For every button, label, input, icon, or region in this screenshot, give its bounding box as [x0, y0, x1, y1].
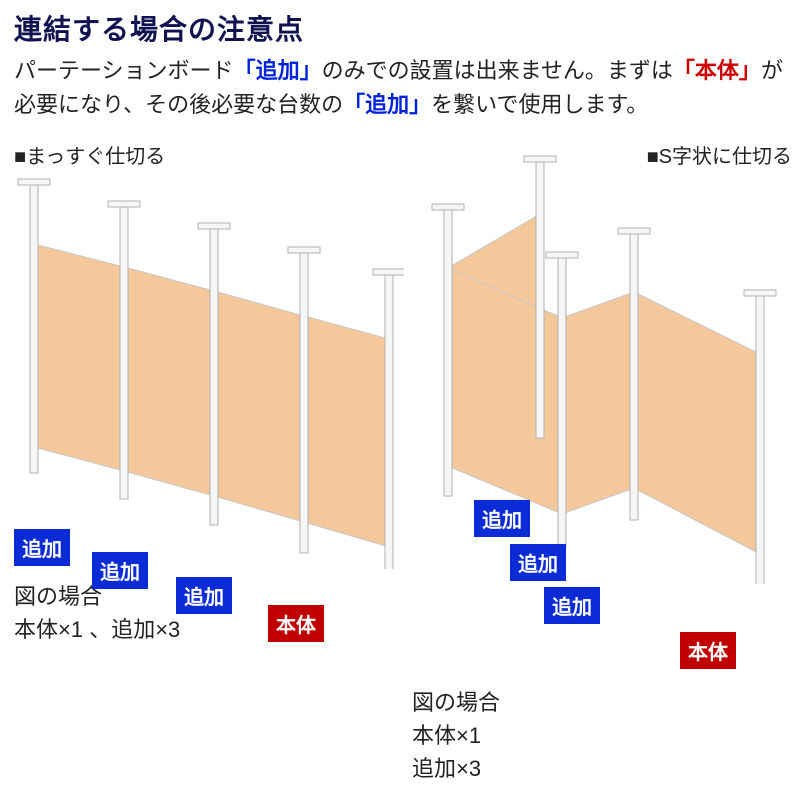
- badge-main-unit: 本体: [680, 632, 736, 669]
- badge-addition: 追加: [176, 577, 232, 614]
- badge-main-unit: 本体: [268, 605, 324, 642]
- figure-straight-header: ■まっすぐ仕切る: [14, 140, 404, 169]
- caption-line: 追加×3: [412, 752, 500, 785]
- lead-text: を繋いで使用します。: [431, 92, 648, 117]
- badge-addition: 追加: [92, 552, 148, 589]
- lead-paragraph: パーテーションボード「追加」のみでの設置は出来ません。まずは「本体」が必要になり…: [14, 54, 786, 122]
- caption-line: 図の場合: [412, 686, 500, 719]
- badge-addition: 追加: [544, 587, 600, 624]
- caption-line: 本体×1 、追加×3: [14, 613, 404, 646]
- lead-text: パーテーションボード: [14, 58, 234, 83]
- figure-s-shape-svg: [412, 144, 792, 589]
- figure-s-shape-header: ■S字状に仕切る: [647, 140, 792, 169]
- figure-straight-svg: [14, 169, 404, 574]
- term-main-quoted: 「本体」: [673, 58, 761, 83]
- caption-line: 本体×1: [412, 719, 500, 752]
- badge-addition: 追加: [14, 529, 70, 566]
- figure-straight: ■まっすぐ仕切る: [14, 140, 404, 646]
- term-addition-quoted: 「追加」: [234, 58, 322, 83]
- badge-addition: 追加: [510, 544, 566, 581]
- term-addition-quoted: 「追加」: [343, 92, 431, 117]
- figure-s-shape-caption: 図の場合 本体×1 追加×3: [412, 686, 500, 785]
- badge-addition: 追加: [474, 500, 530, 537]
- figure-s-shape: ■S字状に仕切る: [412, 140, 792, 610]
- lead-text: のみでの設置は出来ません。まずは: [322, 58, 673, 83]
- page-title: 連結する場合の注意点: [14, 8, 786, 48]
- figures-row: ■まっすぐ仕切る: [14, 140, 786, 646]
